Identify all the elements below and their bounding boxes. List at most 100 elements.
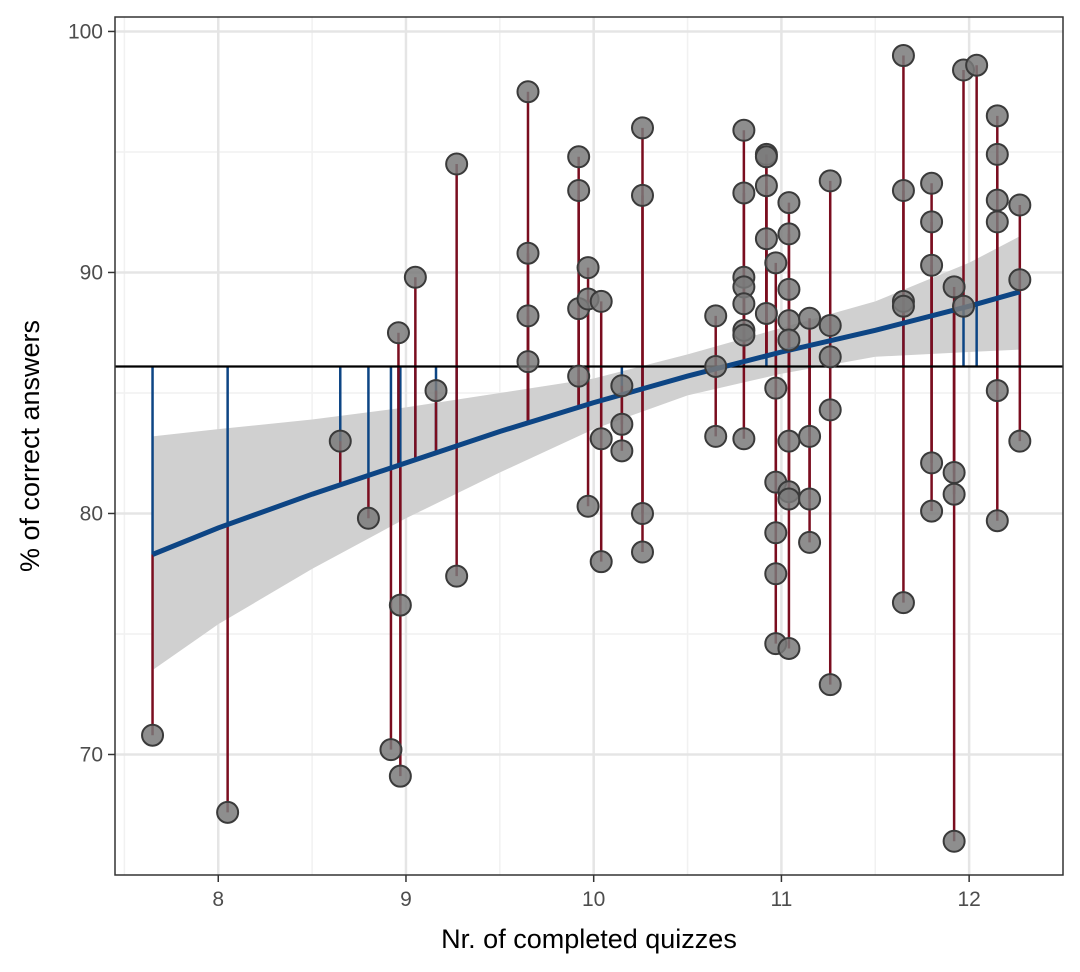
data-point bbox=[764, 562, 788, 586]
data-point bbox=[388, 593, 412, 617]
data-point bbox=[920, 171, 944, 195]
y-tick-label: 100 bbox=[68, 20, 103, 43]
data-point bbox=[818, 169, 842, 193]
axis-ticks-layer: 8 9 10 11 12 70 80 90 100 bbox=[68, 20, 981, 911]
data-point bbox=[777, 636, 801, 660]
x-tick-label: 12 bbox=[957, 888, 980, 911]
data-point bbox=[328, 429, 352, 453]
y-tick-label: 90 bbox=[80, 261, 103, 284]
data-point bbox=[704, 354, 728, 378]
data-point bbox=[942, 482, 966, 506]
data-point bbox=[589, 550, 613, 574]
data-point bbox=[732, 427, 756, 451]
data-point bbox=[576, 256, 600, 280]
data-point bbox=[732, 292, 756, 316]
point-layer bbox=[141, 44, 1032, 853]
x-tick-label: 11 bbox=[771, 888, 793, 911]
data-point bbox=[403, 265, 427, 289]
data-point bbox=[777, 429, 801, 453]
data-point bbox=[424, 379, 448, 403]
data-point bbox=[567, 179, 591, 203]
data-point bbox=[516, 304, 540, 328]
data-point bbox=[985, 379, 1009, 403]
data-point bbox=[589, 427, 613, 451]
data-point bbox=[567, 364, 591, 388]
data-point bbox=[942, 275, 966, 299]
data-point bbox=[732, 181, 756, 205]
data-point bbox=[942, 829, 966, 853]
y-tick-label: 80 bbox=[80, 502, 103, 525]
data-point bbox=[942, 461, 966, 485]
y-tick-label: 70 bbox=[80, 743, 103, 766]
data-point bbox=[516, 350, 540, 374]
data-point bbox=[818, 673, 842, 697]
data-point bbox=[985, 142, 1009, 166]
data-point bbox=[891, 44, 915, 68]
fit-line-layer bbox=[151, 289, 1021, 557]
data-point bbox=[610, 412, 634, 436]
data-point bbox=[356, 506, 380, 530]
plot-panel-border bbox=[114, 16, 1064, 876]
data-point bbox=[1008, 193, 1032, 217]
data-point bbox=[777, 309, 801, 333]
data-point bbox=[798, 530, 822, 554]
data-point bbox=[704, 424, 728, 448]
data-point bbox=[891, 591, 915, 615]
data-point bbox=[631, 183, 655, 207]
data-point bbox=[732, 118, 756, 142]
data-point bbox=[764, 251, 788, 275]
regression-line bbox=[151, 289, 1021, 557]
data-point bbox=[798, 306, 822, 330]
data-point bbox=[704, 304, 728, 328]
data-point bbox=[445, 152, 469, 176]
data-point bbox=[920, 210, 944, 234]
x-axis-title: Nr. of completed quizzes bbox=[441, 924, 737, 954]
data-point bbox=[216, 800, 240, 824]
data-point bbox=[754, 174, 778, 198]
data-point bbox=[818, 345, 842, 369]
data-point bbox=[567, 145, 591, 169]
data-point bbox=[952, 294, 976, 318]
data-point bbox=[777, 277, 801, 301]
data-point bbox=[754, 145, 778, 169]
data-point bbox=[610, 374, 634, 398]
data-point bbox=[589, 289, 613, 313]
data-point bbox=[631, 116, 655, 140]
data-point bbox=[920, 253, 944, 277]
data-point bbox=[798, 424, 822, 448]
data-point bbox=[732, 323, 756, 347]
data-point bbox=[777, 191, 801, 215]
data-point bbox=[818, 398, 842, 422]
data-point bbox=[610, 439, 634, 463]
data-point bbox=[920, 451, 944, 475]
data-point bbox=[920, 499, 944, 523]
data-point bbox=[891, 294, 915, 318]
data-point bbox=[445, 564, 469, 588]
data-point bbox=[777, 222, 801, 246]
data-point bbox=[754, 301, 778, 325]
data-point bbox=[141, 723, 165, 747]
data-point bbox=[764, 376, 788, 400]
data-point bbox=[985, 509, 1009, 533]
data-point bbox=[1008, 429, 1032, 453]
data-point bbox=[516, 241, 540, 265]
data-point bbox=[891, 179, 915, 203]
data-point bbox=[379, 738, 403, 762]
data-point bbox=[985, 104, 1009, 128]
data-point bbox=[965, 53, 989, 77]
x-tick-label: 9 bbox=[400, 888, 412, 911]
data-point bbox=[386, 321, 410, 345]
data-point bbox=[1008, 268, 1032, 292]
x-tick-label: 8 bbox=[212, 888, 224, 911]
data-point bbox=[777, 487, 801, 511]
y-axis-title: % of correct answers bbox=[15, 320, 45, 572]
data-point bbox=[818, 313, 842, 337]
x-tick-label: 10 bbox=[582, 888, 605, 911]
data-point bbox=[576, 494, 600, 518]
data-point bbox=[764, 521, 788, 545]
data-point bbox=[516, 80, 540, 104]
data-point bbox=[388, 764, 412, 788]
data-point bbox=[777, 328, 801, 352]
data-point bbox=[631, 501, 655, 525]
